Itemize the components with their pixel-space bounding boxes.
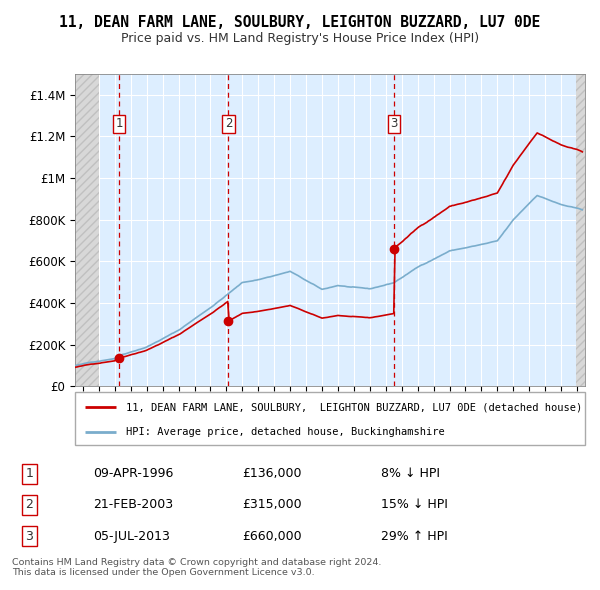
Text: 2: 2 bbox=[225, 117, 232, 130]
Text: 3: 3 bbox=[390, 117, 398, 130]
Text: 2: 2 bbox=[25, 499, 33, 512]
Text: £660,000: £660,000 bbox=[242, 530, 302, 543]
Text: 05-JUL-2013: 05-JUL-2013 bbox=[92, 530, 170, 543]
Text: 21-FEB-2003: 21-FEB-2003 bbox=[92, 499, 173, 512]
FancyBboxPatch shape bbox=[75, 392, 585, 445]
Text: 3: 3 bbox=[25, 530, 33, 543]
Text: HPI: Average price, detached house, Buckinghamshire: HPI: Average price, detached house, Buck… bbox=[126, 427, 445, 437]
Text: Contains HM Land Registry data © Crown copyright and database right 2024.
This d: Contains HM Land Registry data © Crown c… bbox=[12, 558, 382, 577]
Text: £315,000: £315,000 bbox=[242, 499, 302, 512]
Text: 8% ↓ HPI: 8% ↓ HPI bbox=[380, 467, 440, 480]
Text: 11, DEAN FARM LANE, SOULBURY, LEIGHTON BUZZARD, LU7 0DE: 11, DEAN FARM LANE, SOULBURY, LEIGHTON B… bbox=[59, 15, 541, 30]
Text: Price paid vs. HM Land Registry's House Price Index (HPI): Price paid vs. HM Land Registry's House … bbox=[121, 32, 479, 45]
Text: £136,000: £136,000 bbox=[242, 467, 302, 480]
Text: 15% ↓ HPI: 15% ↓ HPI bbox=[380, 499, 448, 512]
Text: 29% ↑ HPI: 29% ↑ HPI bbox=[380, 530, 448, 543]
Text: 09-APR-1996: 09-APR-1996 bbox=[92, 467, 173, 480]
Text: 1: 1 bbox=[25, 467, 33, 480]
Text: 11, DEAN FARM LANE, SOULBURY,  LEIGHTON BUZZARD, LU7 0DE (detached house): 11, DEAN FARM LANE, SOULBURY, LEIGHTON B… bbox=[126, 402, 582, 412]
Text: 1: 1 bbox=[115, 117, 123, 130]
Bar bbox=[75, 74, 99, 386]
Bar bbox=[576, 74, 585, 386]
